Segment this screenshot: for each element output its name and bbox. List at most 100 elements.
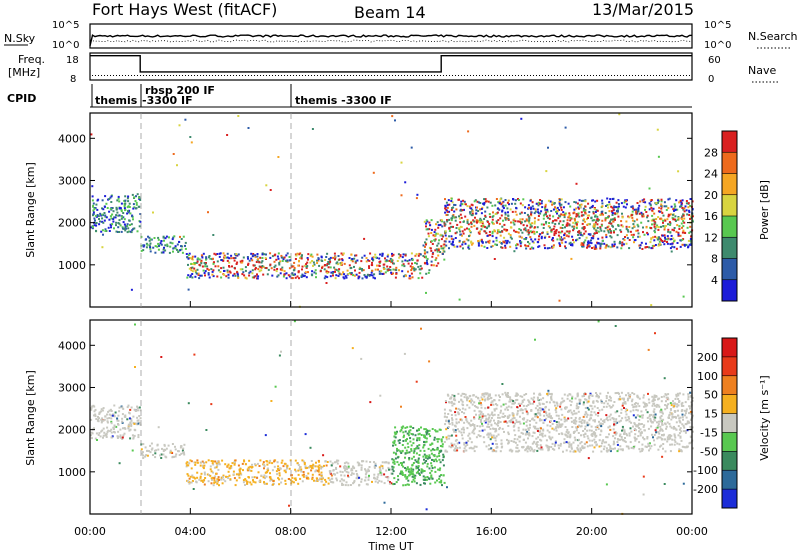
- nsky-series-line: [89, 34, 693, 47]
- velocity-cell: [669, 411, 672, 414]
- power-cell: [584, 200, 587, 203]
- power-cell: [520, 241, 523, 244]
- velocity-cell: [209, 474, 212, 477]
- power-cell: [198, 258, 201, 261]
- velocity-cell: [652, 400, 655, 402]
- velocity-cell: [302, 471, 305, 473]
- velocity-cell: [466, 396, 468, 399]
- power-cell: [203, 262, 206, 264]
- power-cell: [133, 227, 136, 230]
- power-cell: [114, 216, 117, 219]
- velocity-cell: [325, 480, 328, 483]
- power-cell: [103, 212, 106, 214]
- power-cell: [463, 208, 465, 211]
- velocity-cell: [558, 423, 561, 426]
- power-cell: [254, 267, 257, 269]
- velocity-cell: [500, 446, 503, 449]
- velocity-cell: [497, 416, 499, 419]
- velocity-cell: [216, 480, 219, 483]
- power-cell: [207, 211, 209, 214]
- velocity-cell: [416, 445, 419, 448]
- power-cell: [306, 257, 309, 259]
- power-cell: [191, 263, 194, 265]
- power-cell: [93, 207, 96, 210]
- power-cell: [411, 262, 413, 265]
- power-cell: [546, 247, 549, 250]
- velocity-cell: [281, 459, 284, 462]
- velocity-cell: [105, 433, 108, 435]
- velocity-cell: [450, 396, 453, 399]
- velocity-cell: [153, 449, 156, 452]
- power-cell: [523, 228, 526, 231]
- power-cell: [492, 240, 495, 243]
- velocity-cell: [103, 418, 106, 421]
- cpid-entry-1-line1: rbsp 200 IF: [145, 84, 215, 97]
- power-cell: [613, 231, 615, 234]
- velocity-cell: [115, 425, 118, 428]
- power-cell: [682, 225, 685, 228]
- velocity-cell: [688, 412, 690, 415]
- power-cell: [627, 215, 630, 218]
- velocity-cell: [646, 436, 649, 438]
- colorbar-tick-label: 16: [704, 210, 718, 223]
- velocity-cell: [327, 477, 330, 480]
- power-cell: [334, 270, 336, 273]
- velocity-cell: [347, 476, 350, 478]
- power-cell: [138, 196, 141, 199]
- power-cell: [450, 209, 453, 211]
- velocity-cell: [627, 397, 629, 400]
- power-cell: [580, 242, 583, 245]
- power-cell: [616, 209, 619, 212]
- velocity-cell: [600, 401, 603, 404]
- power-cell: [622, 243, 625, 246]
- power-cell: [385, 259, 388, 262]
- velocity-cell: [648, 445, 650, 447]
- power-cell: [237, 115, 240, 117]
- colorbar-swatch: [722, 237, 737, 259]
- velocity-cell: [392, 444, 394, 447]
- power-cell: [547, 146, 549, 149]
- velocity-cell: [188, 482, 191, 485]
- velocity-cell: [438, 458, 441, 461]
- velocity-cell: [574, 416, 577, 419]
- velocity-cell: [394, 443, 397, 446]
- power-cell: [127, 200, 130, 203]
- velocity-cell: [332, 481, 335, 484]
- power-cell: [197, 272, 200, 275]
- power-cell: [480, 244, 483, 247]
- velocity-cell: [210, 470, 213, 473]
- velocity-cell: [174, 448, 177, 451]
- velocity-cell: [629, 441, 632, 444]
- power-cell: [498, 200, 501, 203]
- power-cell: [95, 203, 98, 206]
- velocity-cell: [448, 445, 451, 448]
- velocity-cell: [137, 436, 140, 439]
- velocity-cell: [553, 444, 556, 447]
- velocity-cell: [575, 420, 578, 423]
- velocity-cell: [397, 439, 400, 442]
- velocity-cell: [588, 439, 591, 442]
- velocity-cell: [470, 398, 473, 401]
- power-cell: [551, 246, 554, 249]
- velocity-cell: [530, 397, 533, 400]
- power-cell: [468, 235, 470, 238]
- power-cell: [426, 220, 429, 223]
- velocity-cell: [620, 411, 623, 414]
- power-cell: [479, 208, 482, 211]
- velocity-cell: [657, 436, 660, 439]
- power-cell: [424, 241, 426, 244]
- power-cell: [657, 244, 660, 247]
- power-cell: [515, 207, 518, 210]
- power-cell: [262, 265, 265, 268]
- power-cell: [558, 215, 561, 218]
- power-cell: [316, 253, 319, 256]
- velocity-cell: [200, 479, 203, 482]
- velocity-cell: [507, 396, 510, 398]
- velocity-cell: [297, 469, 300, 472]
- power-cell: [276, 275, 279, 278]
- power-cell: [604, 246, 607, 249]
- velocity-cell: [668, 413, 671, 416]
- velocity-cell: [425, 440, 428, 443]
- velocity-cell: [133, 408, 136, 411]
- power-cell: [190, 257, 193, 260]
